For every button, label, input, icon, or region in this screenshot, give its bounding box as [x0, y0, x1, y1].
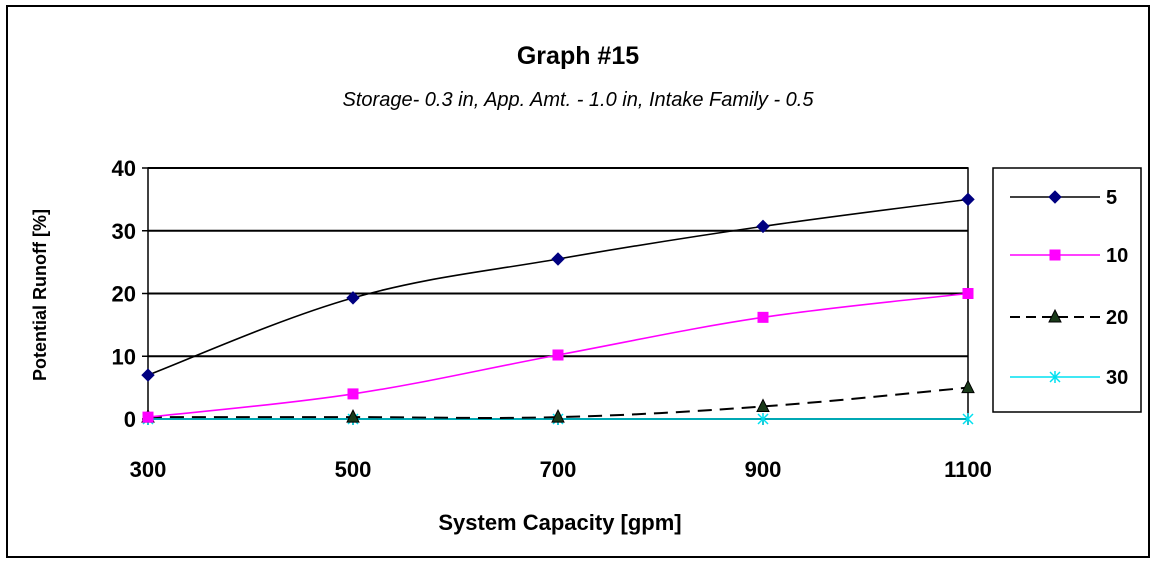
tick-labels: 0 10 20 30 40 300 500 700 900 1100 [112, 156, 992, 482]
legend-item-30: 30 [1010, 367, 1128, 389]
x-tick-label: 700 [540, 457, 577, 482]
chart-subtitle: Storage- 0.3 in, App. Amt. - 1.0 in, Int… [343, 89, 815, 111]
legend-marker [1048, 308, 1062, 323]
data-point-5 [346, 291, 360, 305]
y-tick-label: 10 [112, 344, 136, 369]
data-point-10 [757, 311, 769, 323]
data-point-30 [962, 413, 974, 425]
x-tick-label: 300 [130, 457, 167, 482]
data-point-10 [142, 411, 154, 423]
y-tick-label: 0 [124, 407, 136, 432]
data-point-20 [346, 408, 360, 423]
legend-marker [1049, 371, 1061, 383]
legend-item-10: 10 [1010, 245, 1128, 267]
data-point-10 [552, 349, 564, 361]
data-point-30 [757, 413, 769, 425]
data-point-5 [756, 219, 770, 234]
data-point-5 [551, 252, 565, 266]
y-axis-label: Potential Runoff [%] [30, 209, 50, 381]
x-tick-label: 1100 [944, 457, 992, 482]
series-10 [142, 288, 974, 423]
legend-marker [1049, 249, 1061, 261]
chart-title: Graph #15 [517, 42, 639, 70]
y-tick-label: 20 [112, 282, 136, 307]
data-point-10 [962, 288, 974, 299]
series-group [141, 192, 975, 425]
legend-label: 20 [1106, 307, 1128, 329]
legend-marker [1048, 190, 1062, 204]
series-line-20 [148, 386, 969, 419]
x-tick-label: 500 [335, 457, 372, 482]
legend-item-5: 5 [1010, 187, 1117, 209]
x-axis-label: System Capacity [gpm] [438, 510, 681, 535]
data-point-20 [551, 408, 565, 423]
legend-box [992, 167, 1142, 413]
data-point-20 [961, 379, 975, 394]
series-5 [141, 192, 975, 382]
y-tick-label: 30 [112, 219, 136, 244]
data-point-10 [347, 388, 359, 400]
legend-label: 30 [1106, 367, 1128, 389]
chart-border [6, 5, 1150, 558]
legend-label: 5 [1106, 187, 1117, 209]
y-tick-label: 40 [112, 156, 136, 181]
x-tick-label: 900 [745, 457, 782, 482]
legend-item-20: 20 [1010, 307, 1128, 329]
legend: 5 10 20 30 [992, 167, 1142, 413]
data-point-20 [756, 398, 770, 412]
data-point-5 [961, 192, 975, 207]
data-point-5 [141, 368, 155, 382]
legend-label: 10 [1106, 245, 1128, 267]
